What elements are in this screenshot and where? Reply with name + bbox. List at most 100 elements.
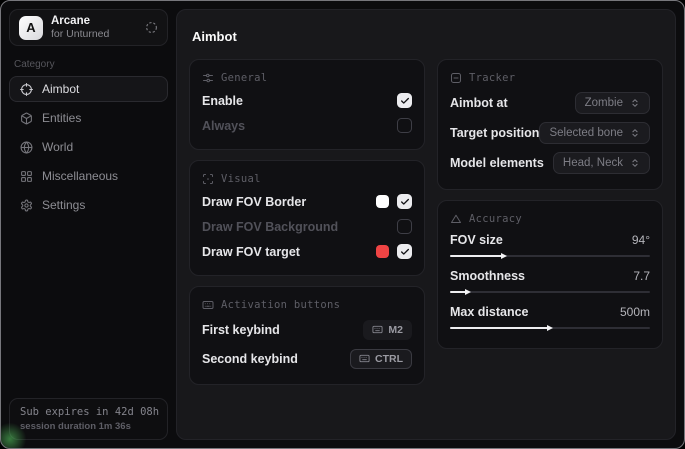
sidebar-item-label: Miscellaneous	[42, 169, 119, 183]
square-minus-icon	[450, 72, 462, 84]
slider-fill	[450, 325, 553, 331]
box-icon	[20, 112, 33, 125]
session-duration-text: session duration 1m 36s	[20, 421, 131, 432]
fov-border-checkbox[interactable]	[397, 194, 412, 209]
second-keybind-label: Second keybind	[202, 351, 298, 366]
slider-fill	[450, 289, 471, 295]
slider-thumb[interactable]	[547, 325, 553, 331]
scan-icon	[202, 173, 214, 185]
content-columns: General Enable Always	[189, 59, 663, 385]
slider-track	[450, 289, 650, 295]
slider-track	[450, 325, 650, 331]
smoothness-slider[interactable]	[450, 287, 650, 297]
aimbot-at-label: Aimbot at	[450, 96, 508, 110]
fov-target-color-swatch[interactable]	[376, 245, 389, 258]
card-title: Tracker	[469, 72, 516, 84]
chevrons-up-down-icon	[630, 98, 640, 108]
model-elements-label: Model elements	[450, 156, 544, 170]
activation-card: Activation buttons First keybind M2	[189, 286, 425, 385]
fov-border-color-swatch[interactable]	[376, 195, 389, 208]
model-elements-select[interactable]: Head, Neck	[552, 152, 650, 174]
first-keybind-button[interactable]: M2	[363, 319, 412, 340]
first-keybind-label: First keybind	[202, 322, 280, 337]
fov-background-checkbox[interactable]	[397, 219, 412, 234]
fov-size-label: FOV size	[450, 233, 503, 247]
general-card-header: General	[202, 72, 412, 84]
fov-border-label: Draw FOV Border	[202, 194, 307, 209]
smoothness-label: Smoothness	[450, 269, 526, 283]
triangle-icon	[450, 213, 462, 225]
fov-size-slider[interactable]	[450, 251, 650, 261]
slider-track	[450, 253, 650, 259]
visual-card: Visual Draw FOV Border Draw FOV Backgrou…	[189, 160, 425, 276]
max-distance-slider[interactable]	[450, 323, 650, 333]
chevrons-up-down-icon	[630, 128, 640, 138]
sidebar-item-entities[interactable]: Entities	[9, 105, 168, 131]
brand-text: Arcane for Unturned	[51, 15, 109, 40]
target-position-value: Selected bone	[549, 127, 623, 139]
fov-target-label: Draw FOV target	[202, 244, 300, 259]
chevrons-up-down-icon	[630, 158, 640, 168]
brand-card: A Arcane for Unturned	[9, 9, 168, 46]
general-card: General Enable Always	[189, 59, 425, 150]
tracker-card-header: Tracker	[450, 72, 650, 84]
second-keybind-value: CTRL	[375, 352, 403, 365]
sidebar-nav: Aimbot Entities World	[9, 76, 168, 218]
aimbot-at-select[interactable]: Zombie	[574, 92, 650, 114]
loader-icon[interactable]	[145, 21, 158, 34]
max-distance-value: 500m	[619, 305, 650, 319]
second-keybind-row: Second keybind CTRL	[202, 344, 412, 373]
always-row: Always	[202, 113, 412, 138]
main-panel: Aimbot General Enable	[176, 9, 676, 440]
gear-icon	[20, 199, 33, 212]
sidebar-item-label: Entities	[42, 111, 82, 125]
sidebar-item-settings[interactable]: Settings	[9, 192, 168, 218]
fov-background-label: Draw FOV Background	[202, 219, 339, 234]
keyboard-icon	[202, 299, 214, 311]
keyboard-icon	[359, 353, 370, 364]
globe-icon	[20, 140, 33, 154]
first-keybind-row: First keybind M2	[202, 315, 412, 344]
first-keybind-value: M2	[388, 323, 403, 336]
aimbot-at-row: Aimbot at Zombie	[450, 88, 650, 118]
sidebar-item-miscellaneous[interactable]: Miscellaneous	[9, 163, 168, 189]
enable-checkbox[interactable]	[397, 93, 412, 108]
accuracy-card: Accuracy FOV size 94°	[437, 200, 663, 349]
card-title: Visual	[221, 173, 261, 185]
visual-card-header: Visual	[202, 173, 412, 185]
fov-target-checkbox[interactable]	[397, 244, 412, 259]
category-label: Category	[14, 59, 55, 70]
keyboard-icon	[372, 324, 383, 335]
sidebar-item-label: World	[42, 140, 74, 154]
fov-size-value: 94°	[631, 233, 650, 247]
target-position-label: Target position	[450, 126, 540, 140]
second-keybind-button[interactable]: CTRL	[350, 348, 412, 369]
avatar: A	[19, 15, 43, 40]
always-label: Always	[202, 118, 246, 133]
fov-target-row: Draw FOV target	[202, 239, 412, 264]
smoothness-row: Smoothness 7.7	[450, 265, 650, 297]
target-position-select[interactable]: Selected bone	[539, 122, 650, 144]
slider-thumb[interactable]	[501, 253, 507, 259]
target-position-row: Target position Selected bone	[450, 118, 650, 148]
sidebar-item-label: Aimbot	[42, 82, 80, 96]
smoothness-value: 7.7	[633, 269, 650, 283]
model-elements-row: Model elements Head, Neck	[450, 148, 650, 178]
slider-thumb[interactable]	[465, 289, 471, 295]
model-elements-value: Head, Neck	[562, 157, 623, 169]
slider-fill	[450, 253, 507, 259]
right-column: Tracker Aimbot at Zombie	[437, 59, 663, 349]
brand-subtitle: for Unturned	[51, 28, 110, 41]
max-distance-row: Max distance 500m	[450, 301, 650, 333]
sidebar-item-world[interactable]: World	[9, 134, 168, 160]
always-checkbox[interactable]	[397, 118, 412, 133]
sidebar-item-label: Settings	[42, 198, 86, 212]
sidebar-item-aimbot[interactable]: Aimbot	[9, 76, 168, 102]
card-title: Activation buttons	[221, 299, 341, 311]
accuracy-card-header: Accuracy	[450, 213, 650, 225]
card-title: Accuracy	[469, 213, 522, 225]
brand-title: Arcane	[51, 14, 90, 27]
max-distance-label: Max distance	[450, 305, 529, 319]
aimbot-at-value: Zombie	[584, 97, 623, 109]
